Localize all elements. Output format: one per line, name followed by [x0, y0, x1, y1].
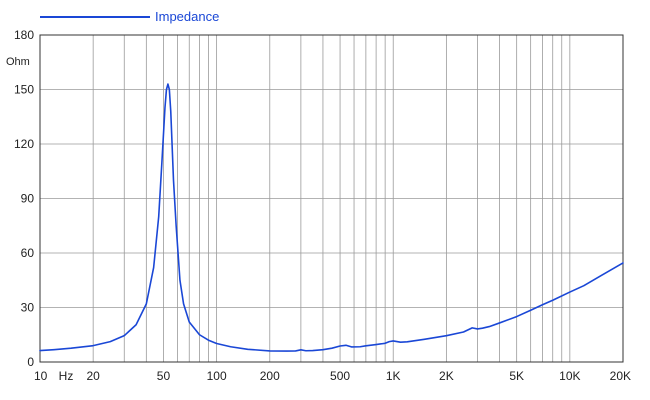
x-tick-label: 10 [34, 369, 48, 383]
grid [39, 34, 624, 363]
x-tick-label: 10K [559, 369, 580, 383]
y-tick-label: 60 [21, 246, 35, 260]
plot-frame [39, 34, 624, 363]
x-tick-label: 1K [386, 369, 401, 383]
y-tick-labels: 0 30 60 90 120 150 180 [14, 28, 34, 369]
axes [39, 34, 624, 363]
x-tick-labels: 10 20 50 100 200 500 1K 2K 5K 10K 20K [34, 369, 631, 383]
y-tick-label: 120 [14, 137, 34, 151]
y-tick-label: 30 [21, 301, 35, 315]
y-tick-label: 0 [27, 355, 34, 369]
y-axis-label: Ohm [6, 56, 30, 68]
y-tick-label: 180 [14, 28, 34, 42]
y-tick-label: 150 [14, 83, 34, 97]
legend: Impedance [40, 9, 219, 24]
x-tick-label: 5K [509, 369, 524, 383]
x-tick-label: 20K [610, 369, 631, 383]
legend-label-impedance: Impedance [155, 9, 219, 24]
x-tick-label: 20 [86, 369, 100, 383]
series-line-impedance [39, 83, 624, 352]
x-tick-label: 2K [439, 369, 454, 383]
series-lines [39, 83, 624, 352]
x-axis-label: Hz [59, 369, 74, 383]
x-tick-label: 200 [260, 369, 280, 383]
x-tick-label: 100 [207, 369, 227, 383]
x-tick-label: 500 [330, 369, 350, 383]
y-tick-label: 90 [21, 192, 35, 206]
x-tick-label: 50 [157, 369, 171, 383]
